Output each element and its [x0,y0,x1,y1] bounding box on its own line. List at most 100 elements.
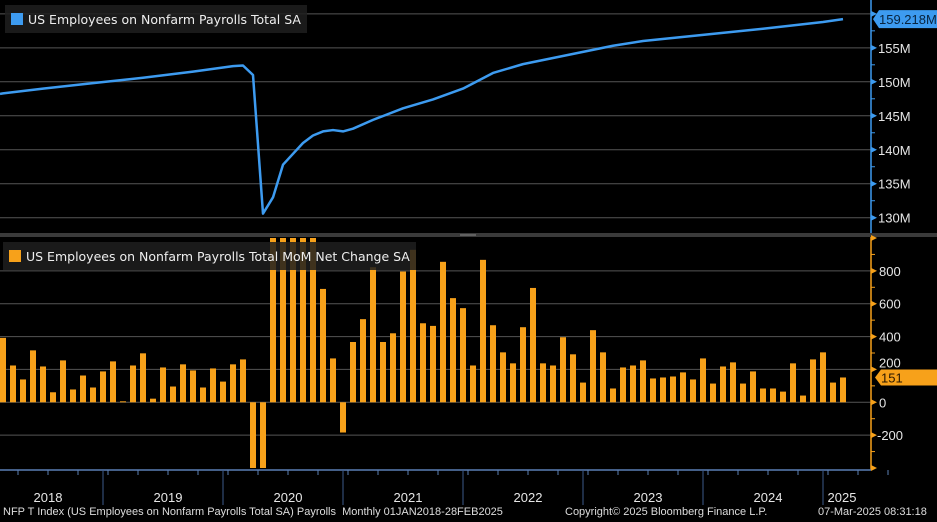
tick-arrow-bottom [871,267,877,274]
bar [160,367,166,403]
bar [50,392,56,403]
bar [430,325,436,403]
tick-arrow-bottom [871,465,877,471]
bar [180,364,186,403]
top-legend: US Employees on Nonfarm Payrolls Total S… [5,5,307,33]
bar [230,364,236,403]
bar [360,319,366,403]
legend-swatch-line [11,13,23,25]
bar [720,366,726,403]
bar [240,359,246,403]
bar [770,388,776,403]
x-tick-label-year: 2019 [154,490,183,505]
footer-timestamp: 07-Mar-2025 08:31:18 [818,506,927,518]
tick-arrow-bottom [871,300,877,307]
bar [510,363,516,403]
y-tick-label-top: 150M [878,75,911,90]
bar [200,387,206,403]
bar [30,350,36,403]
y-tick-label-top: 135M [878,177,911,192]
y-tick-label-top: 130M [878,211,911,226]
y-tick-label-bottom: 800 [879,264,901,279]
bar [460,308,466,403]
series-line [0,17,844,215]
bar [830,382,836,403]
tick-arrow-bottom [871,235,877,241]
bar [260,402,266,468]
bar [310,238,316,403]
bar [280,238,286,403]
bar [530,287,536,403]
x-tick-label-year: 2020 [274,490,303,505]
bar [670,376,676,403]
tick-arrow-top [871,10,877,17]
bar [480,259,486,403]
bar [290,238,296,403]
x-tick-label-year: 2018 [34,490,63,505]
y-tick-label-bottom: -200 [877,428,903,443]
x-tick-label-year: 2024 [754,490,783,505]
bar [780,391,786,403]
bar [790,363,796,403]
bar [820,352,826,403]
bar [250,402,256,468]
last-value-tag-top [873,10,937,29]
bar [120,401,126,403]
bar [20,379,26,403]
bar [60,360,66,403]
bar [170,386,176,403]
bar [810,359,816,403]
bar [70,389,76,403]
tick-arrow-top [871,78,877,85]
bar [640,360,646,403]
bar [300,238,306,403]
bar [110,361,116,403]
bar [150,398,156,403]
bar [570,354,576,403]
bar [390,333,396,403]
bar [100,371,106,403]
tick-arrow-bottom [871,333,877,340]
bar [760,388,766,403]
bar [210,368,216,403]
bar [550,365,556,403]
bar [540,363,546,403]
bar [840,377,846,403]
last-value-label-top: 159.218M [879,12,937,27]
bar [490,325,496,403]
bar [520,327,526,403]
last-value-tag-bottom [875,369,937,386]
bar [610,388,616,403]
bar [500,352,506,403]
bar [320,288,326,403]
bar [140,353,146,403]
bar [560,337,566,403]
tick-arrow-top [871,214,877,221]
y-tick-label-bottom: 600 [879,297,901,312]
last-value-label-bottom: 151 [881,370,903,385]
bottom-legend-label: US Employees on Nonfarm Payrolls Total M… [26,248,410,264]
bar [410,249,416,403]
y-tick-label-bottom: 0 [879,395,886,410]
x-tick-label-year: 2022 [514,490,543,505]
bar [690,379,696,403]
bar [600,352,606,403]
y-tick-label-top: 155M [878,41,911,56]
bar [650,378,656,403]
tick-arrow-top [871,44,877,51]
bar [680,372,686,403]
bar [700,358,706,403]
bar [370,267,376,403]
bar [440,261,446,403]
bar [80,375,86,403]
bar [710,383,716,403]
bar [0,337,6,403]
bar [620,367,626,403]
bar [400,271,406,403]
bottom-legend: US Employees on Nonfarm Payrolls Total M… [3,242,416,270]
legend-swatch-bar [9,250,21,262]
footer-source: NFP T Index (US Employees on Nonfarm Pay… [3,506,503,518]
tick-arrow-top [871,112,877,119]
bar [40,366,46,403]
